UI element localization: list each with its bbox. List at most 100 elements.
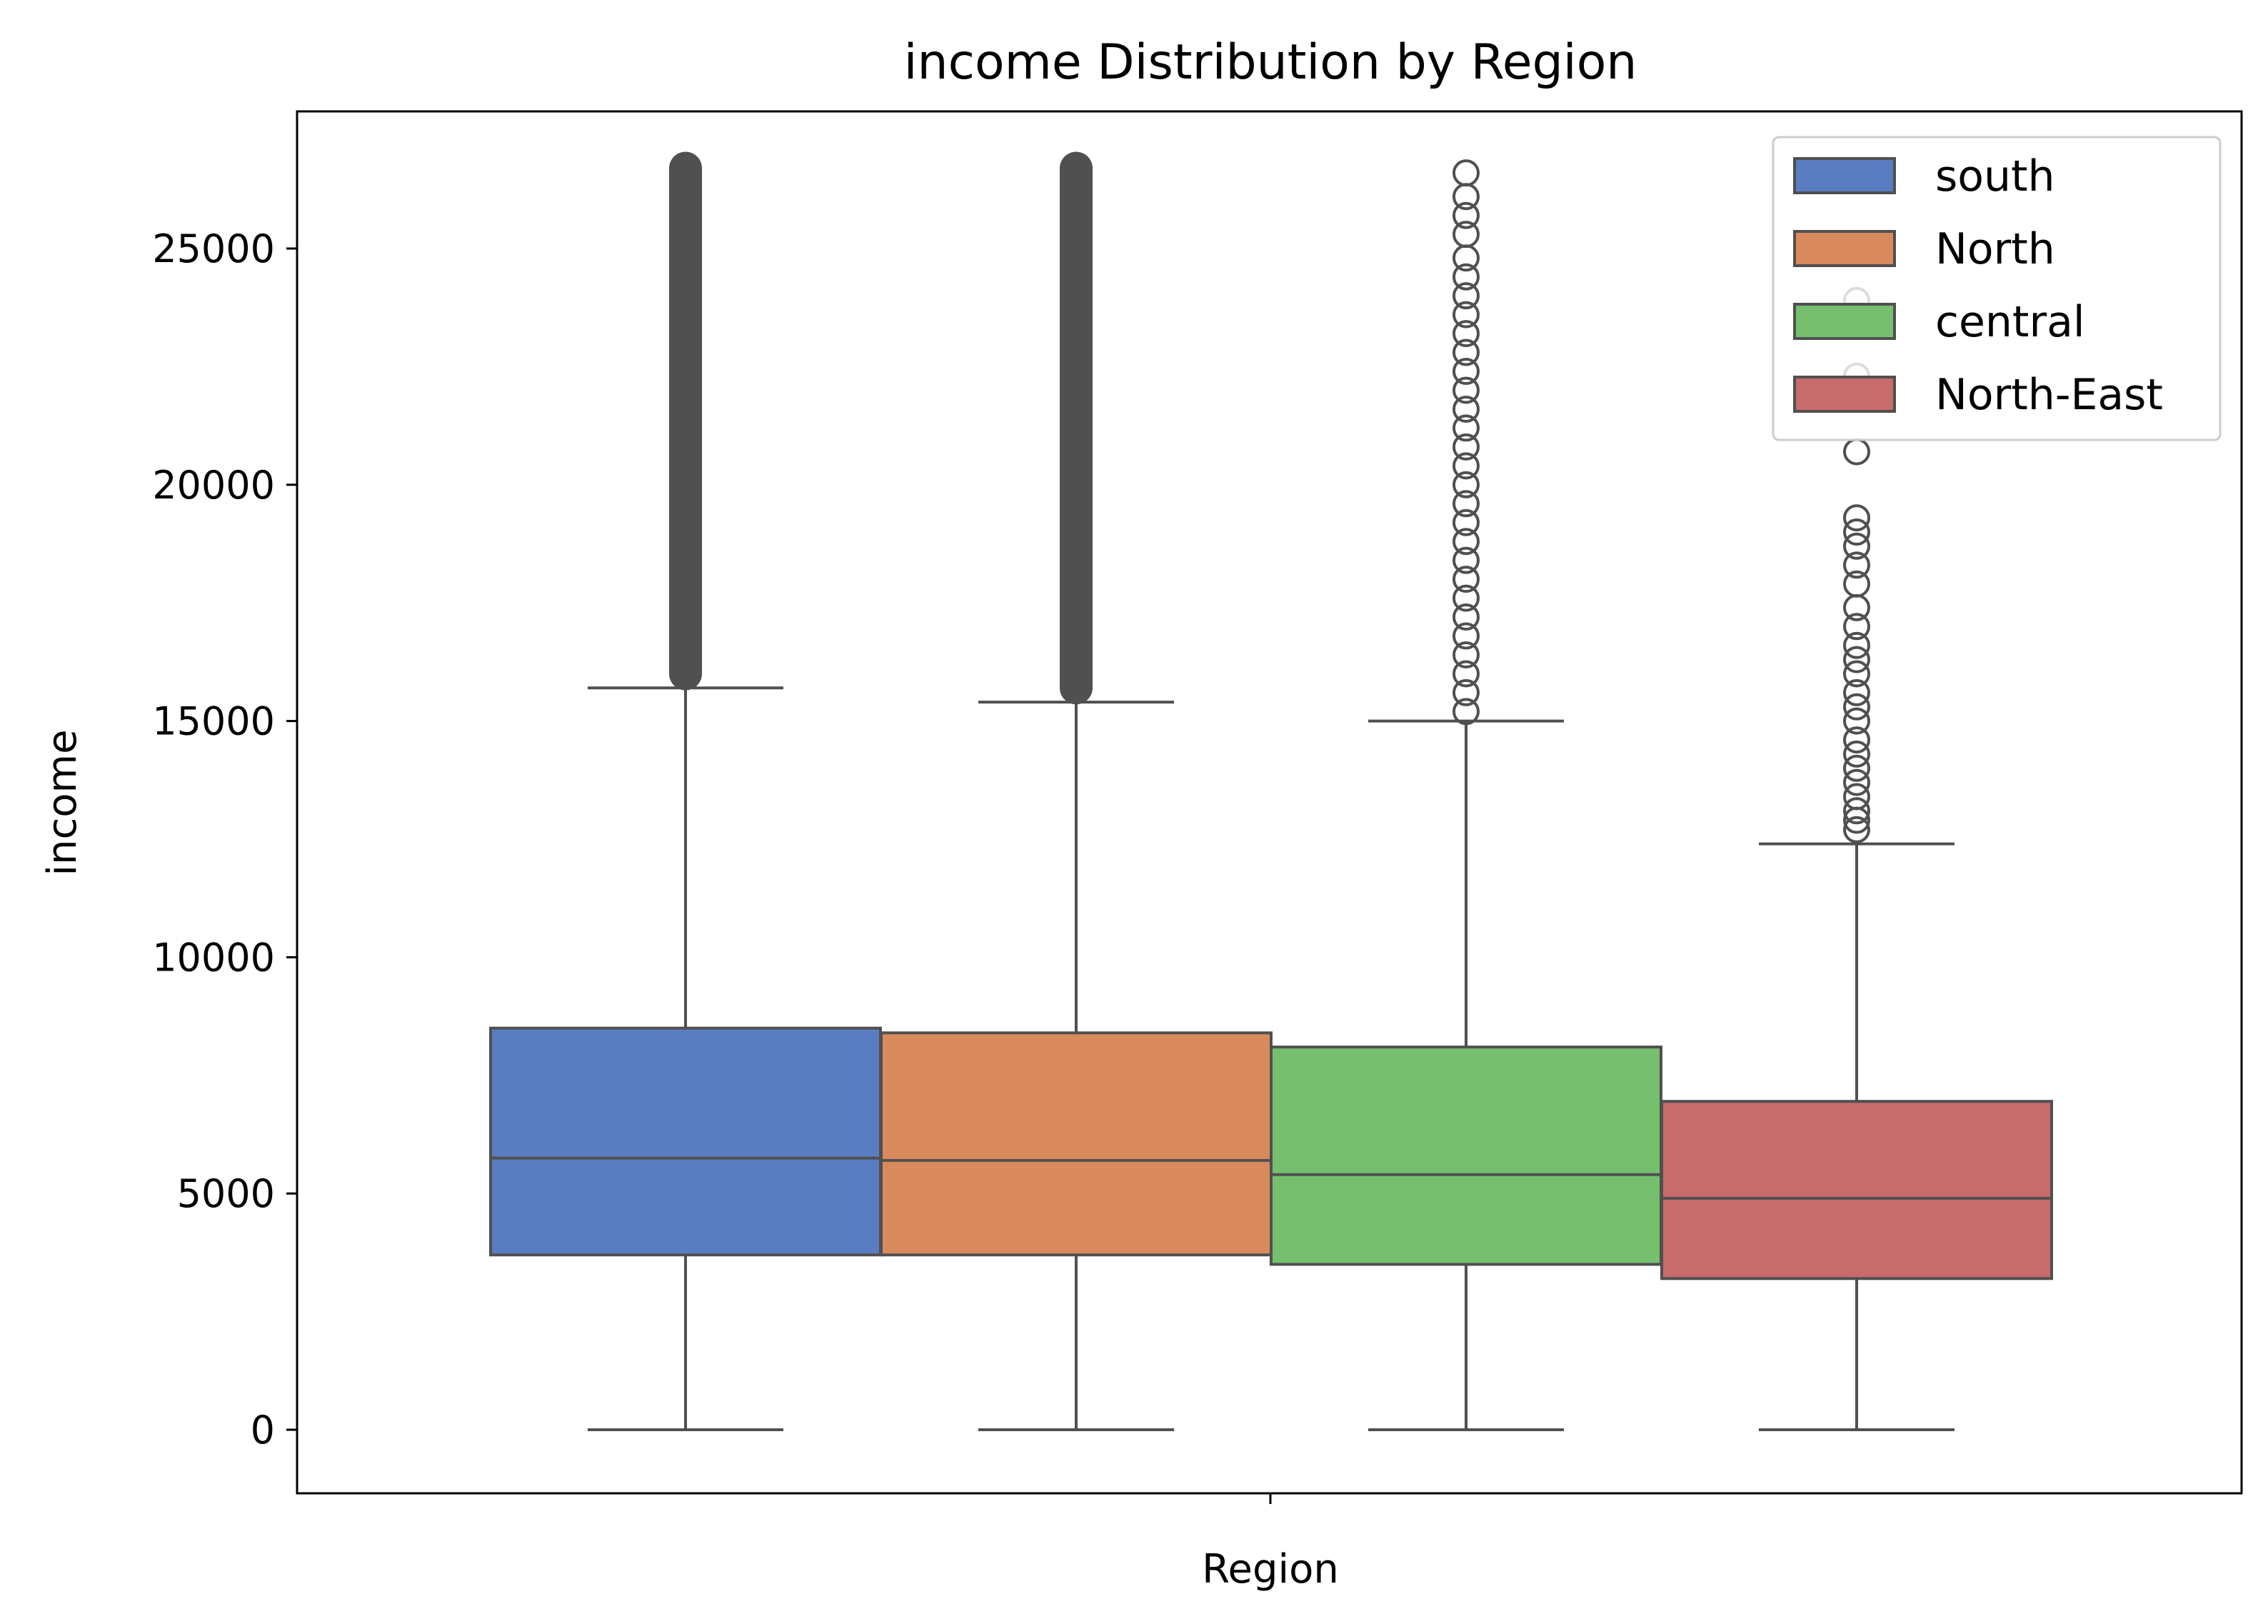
outlier-point [1843,532,1870,560]
outlier-point [1843,631,1870,659]
legend-item: south [1793,151,2055,201]
outlier-point [1063,542,1090,570]
legend-label: central [1935,297,2085,347]
legend-item: North [1793,224,2055,274]
x-axis-label: Region [1202,1546,1339,1593]
outlier-point [672,329,699,357]
outlier-point [1843,646,1870,673]
iqr-box [880,1031,1273,1257]
outlier-point [1063,306,1090,334]
chart-title: income Distribution by Region [904,34,1637,91]
outliers [1452,159,1480,726]
outlier-point [1452,320,1480,348]
outlier-point [672,566,699,593]
outlier-point [1452,622,1480,650]
outlier-point [672,518,699,546]
legend-swatch [1793,230,1896,267]
outlier-point [1843,740,1870,768]
legend-item: North-East [1793,370,2163,420]
plot-area [489,151,2053,1431]
outlier-point [1452,339,1480,366]
legend-frame [1772,136,2222,441]
outlier-point [1063,259,1090,286]
outliers [1060,151,1093,705]
outlier-point [1452,508,1480,536]
outlier-point [672,613,699,641]
box-north-east [1660,230,2053,1431]
outlier-point [1843,797,1870,825]
outlier-point [1452,414,1480,442]
outlier-point [1452,678,1480,706]
outlier-point [1452,546,1480,574]
outlier-point [672,235,699,262]
outlier-point [1452,201,1480,229]
y-tick-label: 5000 [177,1171,275,1216]
y-tick-label: 20000 [152,463,275,508]
outlier-point [1843,816,1870,843]
legend-swatch [1793,303,1896,340]
outlier-point [1452,282,1480,310]
legend-label: North [1935,224,2055,274]
outlier-point [1843,518,1870,546]
legend-label: North-East [1935,370,2163,420]
legend-swatch [1793,157,1896,194]
outlier-point [1452,471,1480,498]
outliers [669,151,702,691]
legend: south North central North-East [1772,136,2222,441]
outlier-point [1843,754,1870,782]
iqr-box [1660,1100,2053,1280]
outlier-point [1452,603,1480,631]
outlier-point [1452,452,1480,480]
outlier-point [1843,768,1870,796]
outlier-point [672,471,699,498]
outlier-point [672,423,699,451]
iqr-box [1270,1046,1662,1266]
outlier-point [1452,641,1480,668]
outlier-point [1452,395,1480,423]
outlier-point [1452,358,1480,386]
outlier-point [1843,783,1870,811]
legend-swatch [1793,376,1896,413]
outlier-point [672,660,699,688]
outlier-point [1843,660,1870,688]
outlier-point [1063,211,1090,239]
outlier-point [1063,494,1090,522]
outlier-point [1063,447,1090,475]
outlier-point [1452,698,1480,726]
box-south [489,151,882,1431]
legend-label: south [1935,151,2055,201]
y-tick-label: 25000 [152,226,275,271]
outlier-point [1452,490,1480,518]
outlier-point [1843,693,1870,721]
outlier-point [1452,221,1480,249]
outlier-point [1452,263,1480,291]
outlier-point [672,154,699,182]
outlier-point [672,282,699,310]
outlier-point [1452,433,1480,461]
outlier-point [1843,551,1870,579]
legend-item: central [1793,297,2085,347]
y-axis: 0 5000 10000 15000 20000 25000 [152,226,297,1453]
y-axis-label: income [39,729,86,876]
outlier-point [1452,566,1480,593]
outlier-point [1063,674,1090,702]
outlier-point [1063,589,1090,617]
outliers [1843,230,1870,843]
outlier-point [1063,353,1090,381]
outlier-point [1843,613,1870,641]
outlier-point [672,376,699,404]
outlier-point [1843,678,1870,706]
iqr-box [489,1026,882,1257]
outlier-point [1452,301,1480,329]
outlier-point [1843,726,1870,754]
y-tick-label: 0 [251,1408,275,1453]
y-tick-label: 10000 [152,935,275,980]
outlier-point [1843,504,1870,532]
outlier-point [1452,584,1480,612]
box-north [880,151,1273,1431]
outlier-point [672,187,699,215]
outlier-point [1452,660,1480,688]
outlier-point [1063,636,1090,664]
outlier-point [1063,400,1090,428]
